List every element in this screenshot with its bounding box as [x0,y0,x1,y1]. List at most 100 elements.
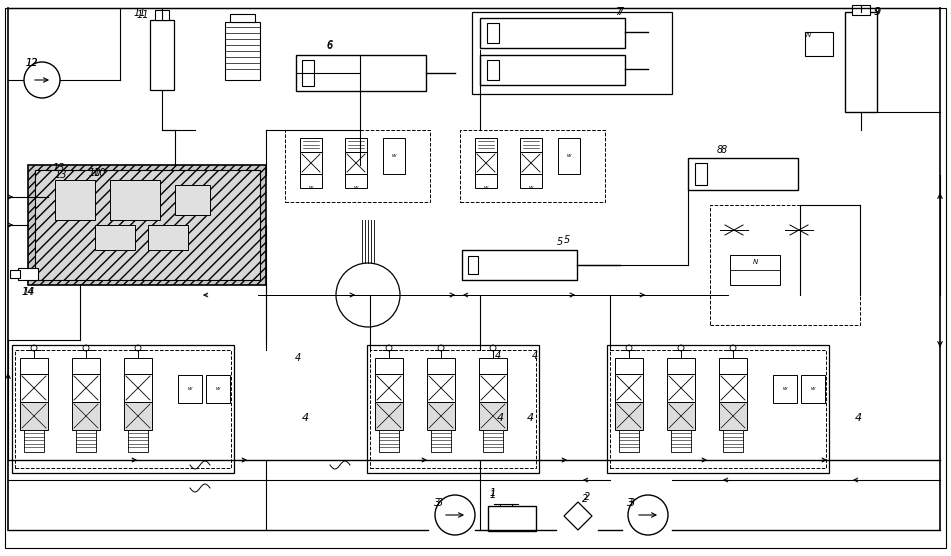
Bar [48,182,138,212]
Text: 2: 2 [584,492,591,502]
Text: 4: 4 [495,351,501,361]
Bar [230,14,255,22]
Text: 5: 5 [557,237,563,247]
Circle shape [435,495,475,535]
Bar [15,350,231,468]
Bar [72,374,100,402]
Bar [370,350,536,468]
Bar [468,256,478,274]
Bar [730,255,780,285]
Bar [124,358,152,374]
Bar [710,205,860,325]
Bar [124,374,152,402]
Bar [302,60,314,86]
Bar [845,12,877,112]
Bar [206,375,230,403]
Bar [375,402,403,430]
Bar [610,350,826,468]
Text: 4: 4 [295,353,301,363]
Text: 13: 13 [55,170,68,180]
Text: 4: 4 [532,351,538,361]
Bar [55,180,95,220]
Text: 11: 11 [134,8,146,18]
Text: 7: 7 [615,7,621,17]
Bar [483,430,503,452]
Text: 11: 11 [137,10,149,20]
Bar [300,138,322,152]
Text: 13: 13 [53,163,66,173]
Bar [615,374,643,402]
Bar [20,402,48,430]
Bar [345,174,367,188]
Bar [619,430,639,452]
Text: N: N [752,259,758,265]
Bar [475,174,497,188]
Bar [479,374,507,402]
Text: 1: 1 [490,490,496,500]
Bar [225,22,260,80]
Bar [773,375,797,403]
Bar [801,375,825,403]
Bar [667,402,695,430]
Bar [148,225,188,250]
Text: 8: 8 [717,145,723,155]
Text: 14: 14 [22,287,34,297]
Bar [427,402,455,430]
Text: w: w [309,185,313,190]
Bar [667,374,695,402]
Bar [558,138,580,174]
Bar [345,152,367,174]
Text: w: w [484,185,488,190]
Bar [12,345,234,473]
Text: 7: 7 [617,7,623,17]
Bar [379,430,399,452]
Bar [520,152,542,174]
Bar [607,345,829,473]
Circle shape [24,62,60,98]
Bar [20,374,48,402]
Bar [431,430,451,452]
Text: w: w [811,386,815,391]
Bar [520,174,542,188]
Text: 12: 12 [26,58,38,68]
Bar [688,158,798,190]
Bar [124,402,152,430]
Bar [20,358,48,374]
Text: 10: 10 [88,168,101,178]
Bar [480,55,625,85]
Bar [285,130,430,202]
Bar [10,270,20,278]
Text: 3: 3 [629,498,635,508]
Bar [475,152,497,174]
Text: 10: 10 [94,168,107,178]
Bar [488,506,536,531]
Bar [615,402,643,430]
Bar [520,138,542,152]
Text: 14: 14 [23,287,35,297]
Bar [72,358,100,374]
Bar [300,174,322,188]
Text: w: w [354,185,359,190]
Bar [427,374,455,402]
Bar [300,152,322,174]
Text: 9: 9 [875,7,882,17]
Bar [723,430,743,452]
Text: 6: 6 [327,41,333,51]
Bar [475,138,497,152]
Bar [487,23,499,43]
Bar [427,358,455,374]
Bar [487,60,499,80]
Bar [695,163,707,185]
Bar [479,402,507,430]
Bar [55,185,65,209]
Text: w: w [567,152,572,157]
Bar [375,374,403,402]
Bar [615,358,643,374]
Bar [462,250,577,280]
Text: 5: 5 [564,235,571,245]
Bar [480,18,625,48]
Bar [719,402,747,430]
Polygon shape [564,502,592,530]
Bar [805,32,833,56]
Circle shape [628,495,668,535]
